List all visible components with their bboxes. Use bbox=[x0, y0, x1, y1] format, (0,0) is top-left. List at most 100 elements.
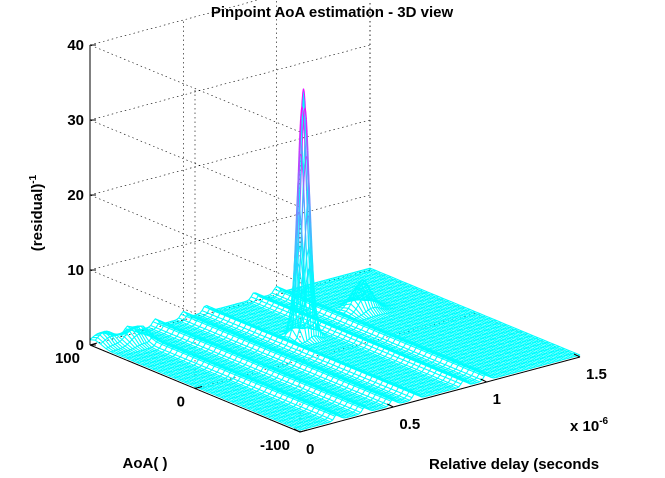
peak-mesh-segment bbox=[311, 280, 314, 287]
peak-mesh-segment bbox=[299, 194, 301, 218]
mesh-line-x bbox=[239, 299, 450, 391]
mesh-line-x bbox=[115, 327, 326, 424]
peak-mesh-segment bbox=[305, 134, 308, 157]
y-tick-mark bbox=[194, 386, 203, 389]
mesh-line-x bbox=[92, 336, 303, 431]
peak-mesh-segment bbox=[302, 250, 305, 263]
z-axis-ticks: 0 10 20 30 40 bbox=[67, 37, 96, 354]
peak-mesh-segment bbox=[297, 182, 300, 207]
peak-mesh-segment bbox=[302, 309, 304, 316]
peak-mesh-segment bbox=[294, 257, 296, 276]
mesh-line-x bbox=[330, 278, 541, 367]
peak-mesh-segment bbox=[307, 234, 310, 255]
mesh-line-x bbox=[232, 117, 443, 393]
mesh-line-x bbox=[316, 281, 527, 371]
mesh-line-x bbox=[246, 300, 457, 389]
x-tick-label: 0 bbox=[306, 441, 314, 458]
mesh-line-x bbox=[367, 268, 578, 357]
peak-mesh-segment bbox=[299, 297, 302, 307]
peak-mesh-segment bbox=[305, 119, 308, 133]
peak-mesh-segment bbox=[311, 282, 313, 296]
peak-mesh-segment bbox=[307, 180, 310, 205]
mesh-line-x bbox=[299, 285, 511, 375]
mesh-line-x bbox=[304, 278, 515, 374]
peak-mesh-segment bbox=[301, 274, 304, 287]
mesh-line-x bbox=[220, 304, 431, 396]
peak-mesh-segment bbox=[305, 238, 308, 255]
peak-mesh-segment bbox=[300, 286, 303, 298]
peak-mesh-segment bbox=[300, 153, 302, 157]
mesh-line-x bbox=[327, 278, 539, 367]
peak-mesh-segment bbox=[303, 131, 306, 150]
peak-mesh-segment bbox=[294, 304, 297, 315]
mesh-line-x bbox=[199, 312, 410, 401]
mesh-line-x bbox=[311, 283, 522, 372]
gridline-z-back bbox=[89, 44, 371, 121]
mesh-line-x bbox=[285, 290, 497, 379]
peak-mesh-segment bbox=[305, 281, 307, 289]
z-tick-label: 40 bbox=[67, 37, 84, 54]
peak-mesh-segment bbox=[296, 302, 299, 313]
peak-mesh-segment bbox=[309, 228, 312, 238]
peak-mesh-segment bbox=[309, 267, 311, 269]
peak-mesh-segment bbox=[311, 260, 314, 273]
peak-mesh-segment bbox=[296, 230, 299, 252]
peak-mesh-segment bbox=[298, 276, 301, 291]
mesh-line-x bbox=[306, 279, 518, 373]
mesh-line-x bbox=[234, 186, 445, 392]
peak-mesh-segment bbox=[293, 300, 296, 312]
peak-mesh-segment bbox=[304, 107, 307, 111]
x-tick-mark bbox=[293, 428, 301, 433]
peak-mesh-segment bbox=[308, 221, 311, 229]
peak-mesh-segment bbox=[311, 248, 313, 261]
mesh-line-x bbox=[341, 275, 553, 364]
peak-mesh-segment bbox=[298, 158, 301, 183]
peak-mesh-segment bbox=[306, 191, 308, 214]
peak-mesh-segment bbox=[292, 290, 295, 304]
chart-title: Pinpoint AoA estimation - 3D view bbox=[211, 4, 454, 21]
mesh-line-x bbox=[318, 281, 529, 370]
peak-mesh-segment bbox=[305, 110, 307, 120]
mesh-line-x bbox=[292, 288, 504, 377]
peak-mesh-segment bbox=[311, 305, 314, 308]
mesh-line-x bbox=[351, 272, 562, 361]
mesh-line-x bbox=[365, 268, 576, 357]
peak-mesh-segment bbox=[309, 248, 312, 268]
mesh-line-x bbox=[162, 322, 373, 412]
gridline-z-left bbox=[89, 44, 301, 133]
mesh-line-x bbox=[94, 334, 305, 430]
mesh-line-x bbox=[288, 289, 499, 378]
peak-mesh-segment bbox=[300, 217, 302, 226]
surface-mesh bbox=[89, 88, 581, 431]
mesh-line-x bbox=[215, 308, 427, 397]
peak-mesh-segment bbox=[304, 158, 307, 167]
y-tick-mark bbox=[299, 429, 308, 433]
mesh-line-x bbox=[323, 280, 534, 369]
peak-mesh-segment bbox=[307, 150, 310, 171]
mesh-line-x bbox=[267, 295, 478, 384]
peak-mesh-segment bbox=[308, 227, 311, 249]
peak-mesh-segment bbox=[301, 234, 304, 246]
peak-mesh-segment bbox=[293, 275, 296, 291]
x-tick-mark bbox=[480, 378, 487, 383]
peak-mesh-segment bbox=[302, 262, 304, 275]
peak-mesh-segment bbox=[304, 288, 307, 296]
y-tick-label: 100 bbox=[55, 350, 80, 367]
peak-mesh-segment bbox=[314, 299, 316, 307]
z-tick-label: 20 bbox=[67, 187, 84, 204]
mesh-line-x bbox=[122, 326, 333, 421]
mesh-line-x bbox=[344, 274, 555, 363]
peak-mesh-segment bbox=[302, 302, 305, 310]
peak-mesh-segment bbox=[306, 158, 309, 166]
mesh-line-x bbox=[320, 280, 532, 369]
peak-mesh-segment bbox=[308, 306, 310, 309]
peak-mesh-segment bbox=[301, 91, 304, 102]
peak-mesh-segment bbox=[294, 237, 297, 258]
x-multiplier-exponent: -6 bbox=[599, 416, 608, 427]
peak-mesh-segment bbox=[291, 299, 293, 310]
x-axis-label: Relative delay (seconds bbox=[429, 456, 599, 473]
mesh-line-x bbox=[173, 320, 385, 409]
mesh-line-x bbox=[145, 327, 357, 416]
